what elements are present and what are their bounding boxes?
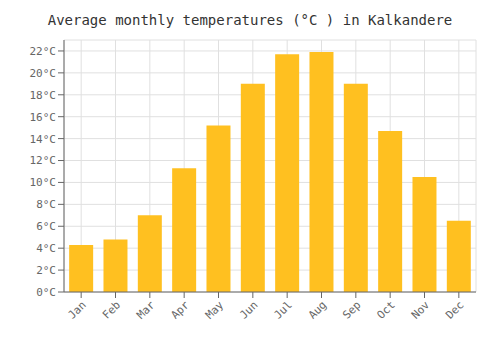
svg-text:Nov: Nov — [409, 298, 433, 322]
svg-text:18°C: 18°C — [30, 89, 57, 102]
svg-text:May: May — [203, 298, 227, 322]
svg-text:Mar: Mar — [134, 298, 158, 322]
svg-text:Apr: Apr — [169, 298, 193, 322]
svg-text:Jun: Jun — [237, 298, 260, 321]
svg-text:2°C: 2°C — [36, 264, 56, 277]
svg-text:Jul: Jul — [272, 298, 295, 321]
svg-text:14°C: 14°C — [30, 133, 57, 146]
svg-text:4°C: 4°C — [36, 242, 56, 255]
svg-text:16°C: 16°C — [30, 111, 57, 124]
svg-text:0°C: 0°C — [36, 286, 56, 299]
svg-text:6°C: 6°C — [36, 220, 56, 233]
html-text:Average monthly temperatures (: Average monthly temperatures (°C ) in Ka… — [47, 12, 453, 28]
svg-text:Dec: Dec — [443, 298, 466, 321]
svg-text:20°C: 20°C — [30, 67, 57, 80]
svg-text:8°C: 8°C — [36, 198, 56, 211]
svg-text:Oct: Oct — [375, 298, 398, 321]
svg-text:22°C: 22°C — [30, 45, 57, 58]
svg-text:10°C: 10°C — [30, 176, 57, 189]
svg-text:Jan: Jan — [66, 298, 89, 321]
svg-text:12°C: 12°C — [30, 154, 57, 167]
svg-text:Feb: Feb — [100, 298, 123, 321]
svg-text:Sep: Sep — [340, 298, 363, 321]
svg-text:Aug: Aug — [306, 298, 329, 321]
